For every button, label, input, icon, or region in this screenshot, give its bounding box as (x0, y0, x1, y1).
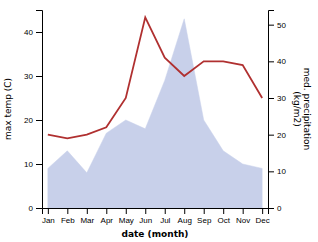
tick: Aug (178, 208, 192, 225)
y2-axis: 0 10 20 30 40 50 (268, 11, 286, 214)
tick-label: 0 (29, 204, 34, 213)
tick-mark (268, 61, 274, 62)
tick-mark (67, 208, 68, 214)
tick: 0 (29, 204, 42, 213)
area (48, 19, 262, 208)
tick-label: Dec (256, 216, 270, 225)
tick: 40 (268, 57, 286, 66)
tick-label: 10 (24, 160, 33, 169)
marks (48, 17, 262, 208)
tick-label: Jun (139, 216, 152, 225)
tick-mark (126, 208, 127, 214)
tick-mark (268, 171, 274, 172)
tick: 40 (24, 28, 42, 37)
line (48, 17, 262, 138)
axis-line (43, 209, 269, 215)
tick-mark (36, 208, 42, 209)
plot: Jan Feb Mar Apr May Jun Jul Aug Sep Oct Nov Dec 0 10 2… (24, 11, 286, 225)
tick-mark (36, 76, 42, 77)
tick-mark (165, 208, 166, 214)
axis-line (36, 11, 43, 209)
tick: Nov (236, 208, 250, 225)
chart: Jan Feb Mar Apr May Jun Jul Aug Sep Oct Nov Dec 0 10 2… (0, 0, 318, 242)
tick: Oct (217, 208, 230, 225)
tick-mark (36, 120, 42, 121)
tick-mark (36, 164, 42, 165)
tick-label: May (119, 216, 134, 225)
tick: 0 (268, 204, 282, 213)
tick-label: Sep (197, 216, 212, 225)
tick: Dec (256, 208, 270, 225)
tick-label: 40 (24, 28, 33, 37)
x-axis: Jan Feb Mar Apr May Jun Jul Aug Sep Oct Nov Dec (42, 208, 270, 225)
y-axis: 0 10 20 30 40 (24, 11, 42, 214)
tick-mark (243, 208, 244, 214)
tick: 10 (24, 160, 42, 169)
tick-label: 20 (24, 116, 33, 125)
tick-label: Apr (101, 216, 114, 225)
tick: Sep (197, 208, 212, 225)
tick-label: 20 (277, 131, 286, 140)
tick-label: 30 (24, 72, 33, 81)
tick-mark (87, 208, 88, 214)
tick-label: Mar (80, 216, 94, 225)
tick-label: 40 (277, 57, 286, 66)
tick-mark (145, 208, 146, 214)
tick-label: Jan (42, 216, 55, 225)
tick-mark (204, 208, 205, 214)
tick: 20 (268, 131, 286, 140)
tick-label: 0 (277, 204, 282, 213)
tick-label: Jul (160, 216, 170, 225)
tick-label: 50 (277, 21, 286, 30)
y2-axis-title-line: med. precipitation (302, 68, 312, 150)
tick: Feb (61, 208, 75, 225)
tick: May (119, 208, 134, 225)
tick-label: Aug (178, 216, 192, 225)
tick: Jan (42, 208, 55, 225)
tick-label: 30 (277, 94, 286, 103)
tick: Mar (80, 208, 94, 225)
tick-label: Nov (236, 216, 250, 225)
axis-line (269, 11, 275, 209)
tick-mark (223, 208, 224, 214)
tick-mark (262, 208, 263, 214)
tick-mark (36, 32, 42, 33)
tick: 10 (268, 167, 286, 176)
tick-mark (268, 208, 274, 209)
tick-mark (184, 208, 185, 214)
tick-label: Feb (61, 216, 75, 225)
tick-label: 10 (277, 167, 286, 176)
tick-mark (106, 208, 107, 214)
tick-mark (48, 208, 49, 214)
y2-axis-title-line: (kg/m2) (292, 91, 302, 126)
tick: 20 (24, 116, 42, 125)
tick-mark (268, 135, 274, 136)
tick: 30 (24, 72, 42, 81)
y-axis-title: max temp (C) (3, 78, 13, 140)
tick-label: Oct (217, 216, 230, 225)
tick-mark (268, 25, 274, 26)
y2-axis-title: med. precipitation(kg/m2) (292, 68, 312, 150)
x-axis-title: date (month) (122, 229, 189, 239)
tick: 30 (268, 94, 286, 103)
tick: Apr (101, 208, 114, 225)
tick: Jul (160, 208, 170, 225)
tick: Jun (139, 208, 152, 225)
tick-mark (268, 98, 274, 99)
tick: 50 (268, 21, 286, 30)
